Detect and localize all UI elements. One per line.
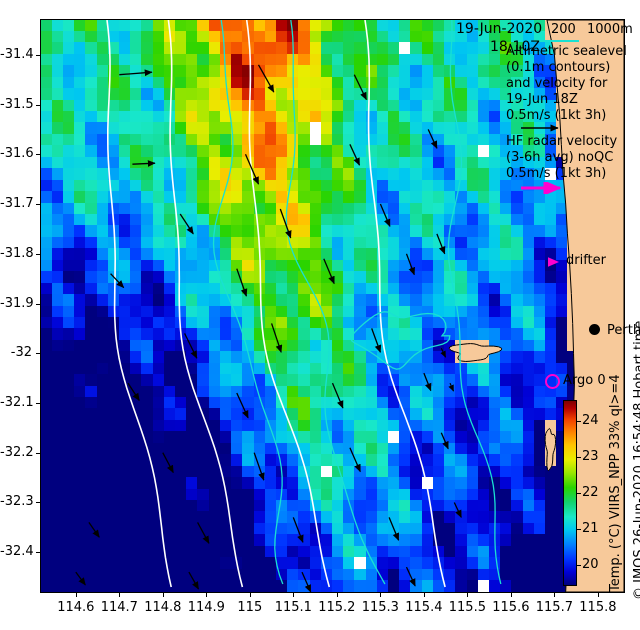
temperature-colorbar[interactable] bbox=[563, 400, 577, 586]
x-tick-mark bbox=[249, 592, 251, 597]
x-tick-mark bbox=[293, 592, 295, 597]
y-axis-tick-label: -31.6 bbox=[0, 146, 34, 162]
colorbar-tick-label: 20 bbox=[582, 556, 599, 572]
x-axis-tick-label: 114.8 bbox=[144, 600, 182, 615]
hf-radar-velocity-scale-arrow bbox=[521, 182, 562, 194]
y-tick-mark bbox=[36, 204, 41, 206]
map-overlay-layer bbox=[75, 20, 502, 592]
argo-marker[interactable] bbox=[545, 374, 560, 389]
x-axis-tick-label: 114.6 bbox=[57, 600, 95, 615]
y-axis-tick-label: -32.3 bbox=[0, 494, 34, 510]
drifter-label: drifter bbox=[566, 253, 606, 268]
x-axis-tick-label: 115.8 bbox=[579, 600, 617, 615]
y-tick-mark bbox=[36, 452, 41, 454]
map-time-stamp: 18:10Z bbox=[490, 39, 540, 55]
x-tick-mark bbox=[554, 592, 556, 597]
x-axis-tick-label: 114.9 bbox=[187, 600, 225, 615]
y-tick-mark bbox=[36, 104, 41, 106]
y-axis-tick-label: -31.7 bbox=[0, 196, 34, 212]
x-axis-tick-label: 115.3 bbox=[361, 600, 399, 615]
colorbar-title: Temp. (°C) VIIRS_NPP 33% ql>=4 bbox=[608, 374, 623, 592]
x-tick-mark bbox=[597, 592, 599, 597]
x-axis-tick-label: 115.7 bbox=[535, 600, 573, 615]
colorbar-tick-label: 22 bbox=[582, 485, 599, 500]
legend-hfradar-line-0: HF radar velocity bbox=[506, 134, 618, 149]
x-tick-mark bbox=[162, 592, 164, 597]
y-tick-mark bbox=[36, 353, 41, 355]
y-axis-tick-label: -31.4 bbox=[0, 46, 34, 62]
x-tick-mark bbox=[119, 592, 121, 597]
colorbar-tick-mark bbox=[577, 457, 581, 458]
x-tick-mark bbox=[75, 592, 77, 597]
scalebar-200-label: 200 bbox=[551, 22, 576, 37]
x-tick-mark bbox=[336, 592, 338, 597]
x-tick-mark bbox=[467, 592, 469, 597]
y-tick-mark bbox=[36, 402, 41, 404]
y-axis-tick-label: -31.8 bbox=[0, 245, 34, 261]
x-axis-tick-label: 115 bbox=[237, 600, 263, 615]
colorbar-tick-mark bbox=[577, 493, 581, 494]
colorbar-tick-mark bbox=[577, 421, 581, 422]
y-tick-mark bbox=[36, 54, 41, 56]
x-tick-mark bbox=[510, 592, 512, 597]
map-plot-inner bbox=[41, 20, 624, 592]
colorbar-tick-mark bbox=[577, 565, 581, 566]
sst-heatmap-canvas bbox=[41, 20, 624, 592]
x-tick-mark bbox=[423, 592, 425, 597]
colorbar-tick-label: 23 bbox=[582, 449, 599, 465]
map-plot-area[interactable] bbox=[40, 19, 625, 593]
x-tick-mark bbox=[206, 592, 208, 597]
legend-hfradar-line-1: (3-6h avg) noQC bbox=[506, 150, 614, 165]
y-axis-tick-label: -31.9 bbox=[0, 295, 34, 311]
x-axis-tick-label: 115.2 bbox=[318, 600, 356, 615]
map-date-stamp: 19-Jun-2020 bbox=[456, 21, 543, 37]
y-axis-tick-label: -32.2 bbox=[0, 444, 34, 460]
y-axis-tick-label: -31.5 bbox=[0, 96, 34, 112]
y-axis-tick-label: -32 bbox=[10, 345, 32, 361]
legend-altimetry-line-3: 19-Jun 18Z bbox=[506, 92, 578, 107]
y-axis-tick-label: -32.4 bbox=[0, 544, 34, 560]
y-tick-mark bbox=[36, 502, 41, 504]
y-tick-mark bbox=[36, 303, 41, 305]
x-axis-tick-label: 114.7 bbox=[100, 600, 138, 615]
perth-label: Perth bbox=[607, 323, 640, 338]
x-axis-tick-label: 115.5 bbox=[448, 600, 486, 615]
legend-altimetry-line-1: (0.1m contours) bbox=[506, 60, 611, 75]
argo-label: Argo 0 bbox=[563, 373, 606, 388]
y-tick-mark bbox=[36, 552, 41, 554]
perth-marker[interactable] bbox=[589, 324, 600, 335]
x-axis-tick-label: 115.1 bbox=[274, 600, 312, 615]
legend-hfradar-line-2: 0.5m/s (1kt 3h) bbox=[506, 166, 607, 181]
colorbar-tick-label: 24 bbox=[582, 413, 599, 429]
scalebar-1000-label: 1000m bbox=[587, 22, 633, 37]
y-tick-mark bbox=[36, 253, 41, 255]
colorbar-tick-label: 21 bbox=[582, 520, 599, 536]
drifter-marker[interactable] bbox=[541, 254, 562, 270]
legend-altimetry-line-2: and velocity for bbox=[506, 76, 608, 91]
legend-altimetry-line-0: Altimetric sealevel bbox=[506, 44, 627, 59]
x-axis-tick-label: 115.6 bbox=[492, 600, 530, 615]
y-tick-mark bbox=[36, 154, 41, 156]
y-axis-tick-label: -32.1 bbox=[0, 394, 34, 410]
colorbar-tick-mark bbox=[577, 529, 581, 530]
x-axis-tick-label: 115.4 bbox=[405, 600, 443, 615]
altimetric-velocity-scale-arrow bbox=[521, 124, 559, 132]
x-tick-mark bbox=[380, 592, 382, 597]
credit-text: © IMOS 26-Jun-2020 16:54:48 Hobart time bbox=[632, 320, 640, 600]
scalebar-rule bbox=[545, 40, 579, 42]
legend-altimetry-line-4: 0.5m/s (1kt 3h) bbox=[506, 108, 607, 123]
